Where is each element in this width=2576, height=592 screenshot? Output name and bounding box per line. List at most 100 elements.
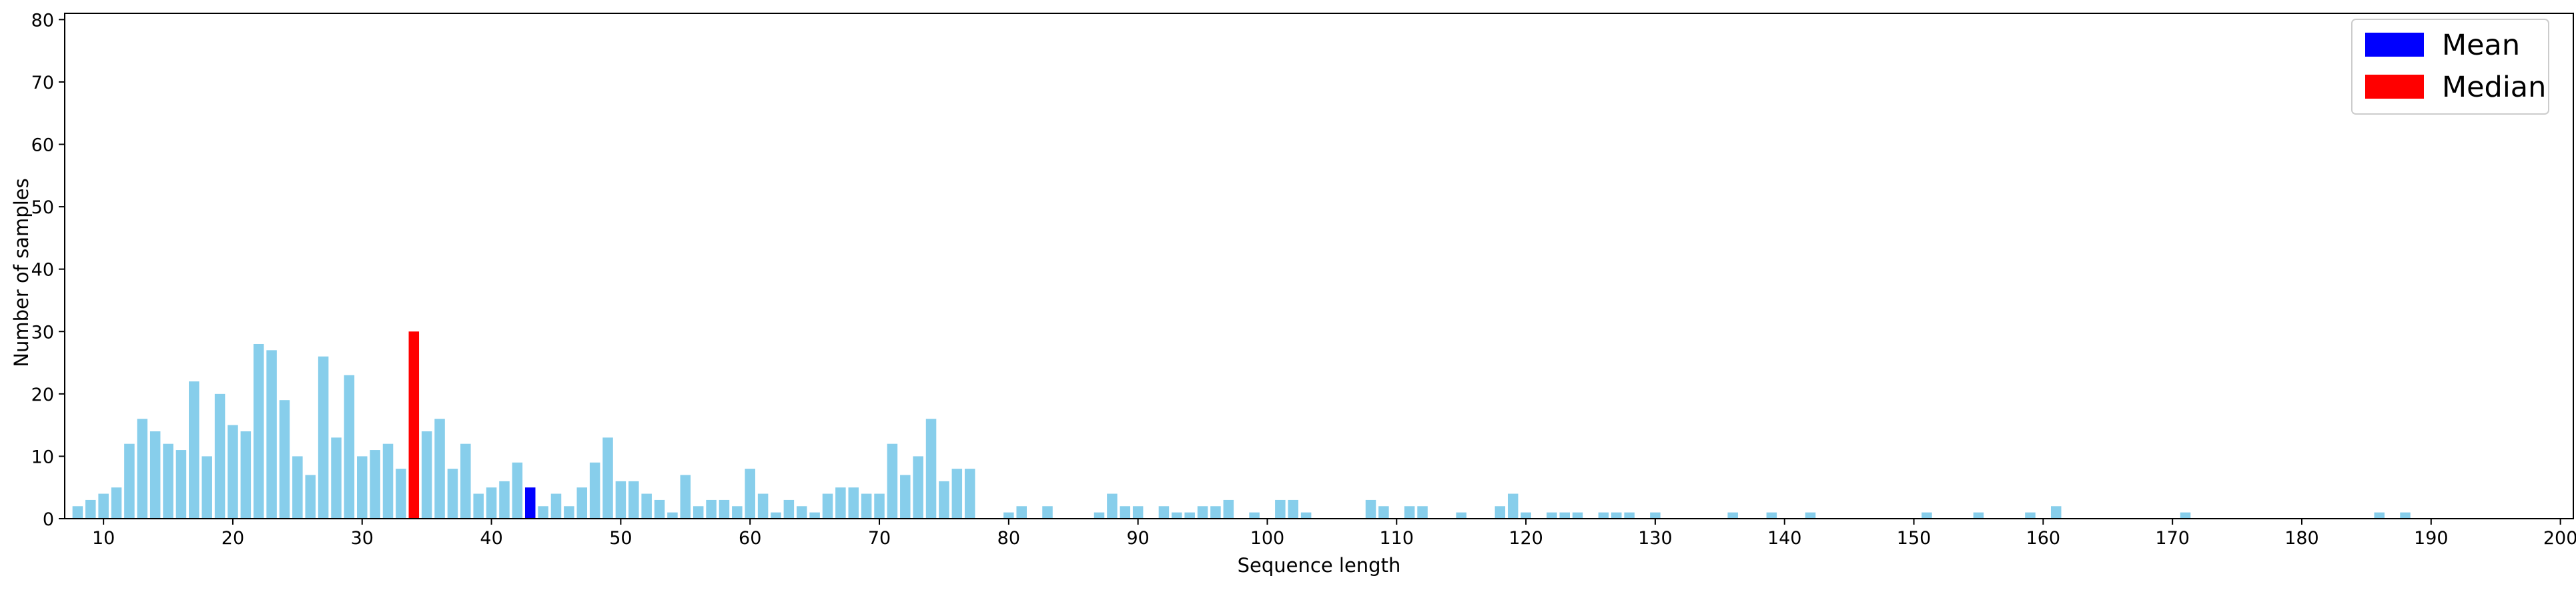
bar-52 (641, 493, 652, 519)
y-tick-label: 30 (31, 322, 54, 343)
x-axis-title: Sequence length (1238, 554, 1401, 577)
bar-97 (1223, 499, 1234, 519)
bar-139 (1766, 512, 1777, 519)
bar-127 (1611, 512, 1622, 519)
bar-71 (887, 443, 898, 519)
bar-62 (771, 512, 781, 519)
legend-label-mean: Mean (2442, 29, 2520, 62)
bar-54 (667, 512, 678, 519)
bar-20 (228, 425, 238, 519)
median-bar (408, 331, 420, 519)
bar-11 (111, 487, 122, 519)
bar-47 (576, 487, 588, 519)
bar-90 (1132, 506, 1144, 519)
bar-53 (654, 499, 665, 519)
bar-51 (628, 481, 639, 519)
x-tick-label: 170 (2155, 528, 2190, 549)
bar-59 (732, 506, 743, 519)
bar-123 (1559, 512, 1570, 519)
bar-63 (783, 499, 795, 519)
bar-33 (396, 469, 406, 519)
bar-28 (331, 437, 342, 519)
bar-16 (175, 450, 187, 519)
x-tick-label: 140 (1767, 528, 1802, 549)
bar-159 (2025, 512, 2036, 519)
bar-99 (1249, 512, 1260, 519)
bar-186 (2374, 512, 2385, 519)
plot-frame (64, 13, 2574, 519)
bar-118 (1494, 506, 1506, 519)
bar-80 (1003, 512, 1014, 519)
legend-swatch-median (2365, 75, 2424, 99)
x-tick-label: 120 (1509, 528, 1543, 549)
bar-61 (757, 493, 769, 519)
y-tick-label: 60 (31, 135, 54, 156)
bar-94 (1184, 512, 1195, 519)
bar-83 (1042, 506, 1053, 519)
bar-50 (615, 481, 626, 519)
x-tick-label: 30 (351, 528, 374, 549)
bar-9 (85, 499, 96, 519)
bar-120 (1521, 512, 1531, 519)
x-tick-label: 180 (2284, 528, 2319, 549)
bar-57 (706, 499, 717, 519)
bar-93 (1172, 512, 1182, 519)
y-tick-label: 40 (31, 260, 54, 281)
bar-56 (693, 506, 704, 519)
bar-73 (913, 456, 923, 519)
x-tick-label: 110 (1380, 528, 1414, 549)
bar-88 (1107, 493, 1118, 519)
axes-group: 10 20 30 40 50 60 70 80 90 100 110 120 130 140 150 160 1… (31, 10, 2576, 549)
bar-76 (951, 469, 963, 519)
bar-36 (434, 419, 445, 519)
bar-19 (214, 393, 226, 519)
bar-161 (2050, 506, 2062, 519)
bar-142 (1805, 512, 1816, 519)
y-tick-label: 0 (43, 509, 54, 530)
x-tick-label: 130 (1638, 528, 1673, 549)
bar-126 (1598, 512, 1609, 519)
bar-89 (1120, 506, 1131, 519)
bar-14 (149, 431, 161, 519)
bar-124 (1572, 512, 1583, 519)
bar-26 (305, 475, 316, 519)
bar-17 (189, 381, 199, 519)
bar-25 (292, 456, 303, 519)
bar-96 (1210, 506, 1221, 519)
legend: Mean Median (2351, 19, 2549, 115)
bar-188 (2400, 512, 2411, 519)
bar-74 (925, 419, 937, 519)
bar-101 (1275, 499, 1286, 519)
bar-27 (318, 356, 329, 519)
bar-81 (1016, 506, 1027, 519)
bar-155 (1973, 512, 1984, 519)
x-tick-label: 10 (92, 528, 115, 549)
bar-48 (589, 462, 600, 519)
x-tick-label: 160 (2026, 528, 2061, 549)
bar-24 (279, 400, 290, 519)
bar-115 (1456, 512, 1466, 519)
x-tick-label: 190 (2414, 528, 2449, 549)
bar-37 (447, 469, 458, 519)
y-tick-label: 10 (31, 447, 54, 467)
bar-171 (2180, 512, 2191, 519)
bar-58 (719, 499, 730, 519)
x-tick-label: 200 (2543, 528, 2576, 549)
bar-39 (473, 493, 484, 519)
bar-40 (486, 487, 497, 519)
x-tick-label: 60 (739, 528, 761, 549)
bar-112 (1417, 506, 1428, 519)
bar-72 (900, 475, 911, 519)
bar-46 (564, 506, 574, 519)
bar-22 (253, 343, 264, 519)
bar-95 (1197, 506, 1208, 519)
bar-77 (964, 469, 975, 519)
bar-102 (1288, 499, 1298, 519)
x-tick-label: 100 (1250, 528, 1285, 549)
bar-12 (124, 443, 135, 519)
bar-55 (680, 475, 691, 519)
bar-103 (1300, 512, 1312, 519)
x-tick-label: 150 (1897, 528, 1931, 549)
x-tick-label: 50 (609, 528, 632, 549)
